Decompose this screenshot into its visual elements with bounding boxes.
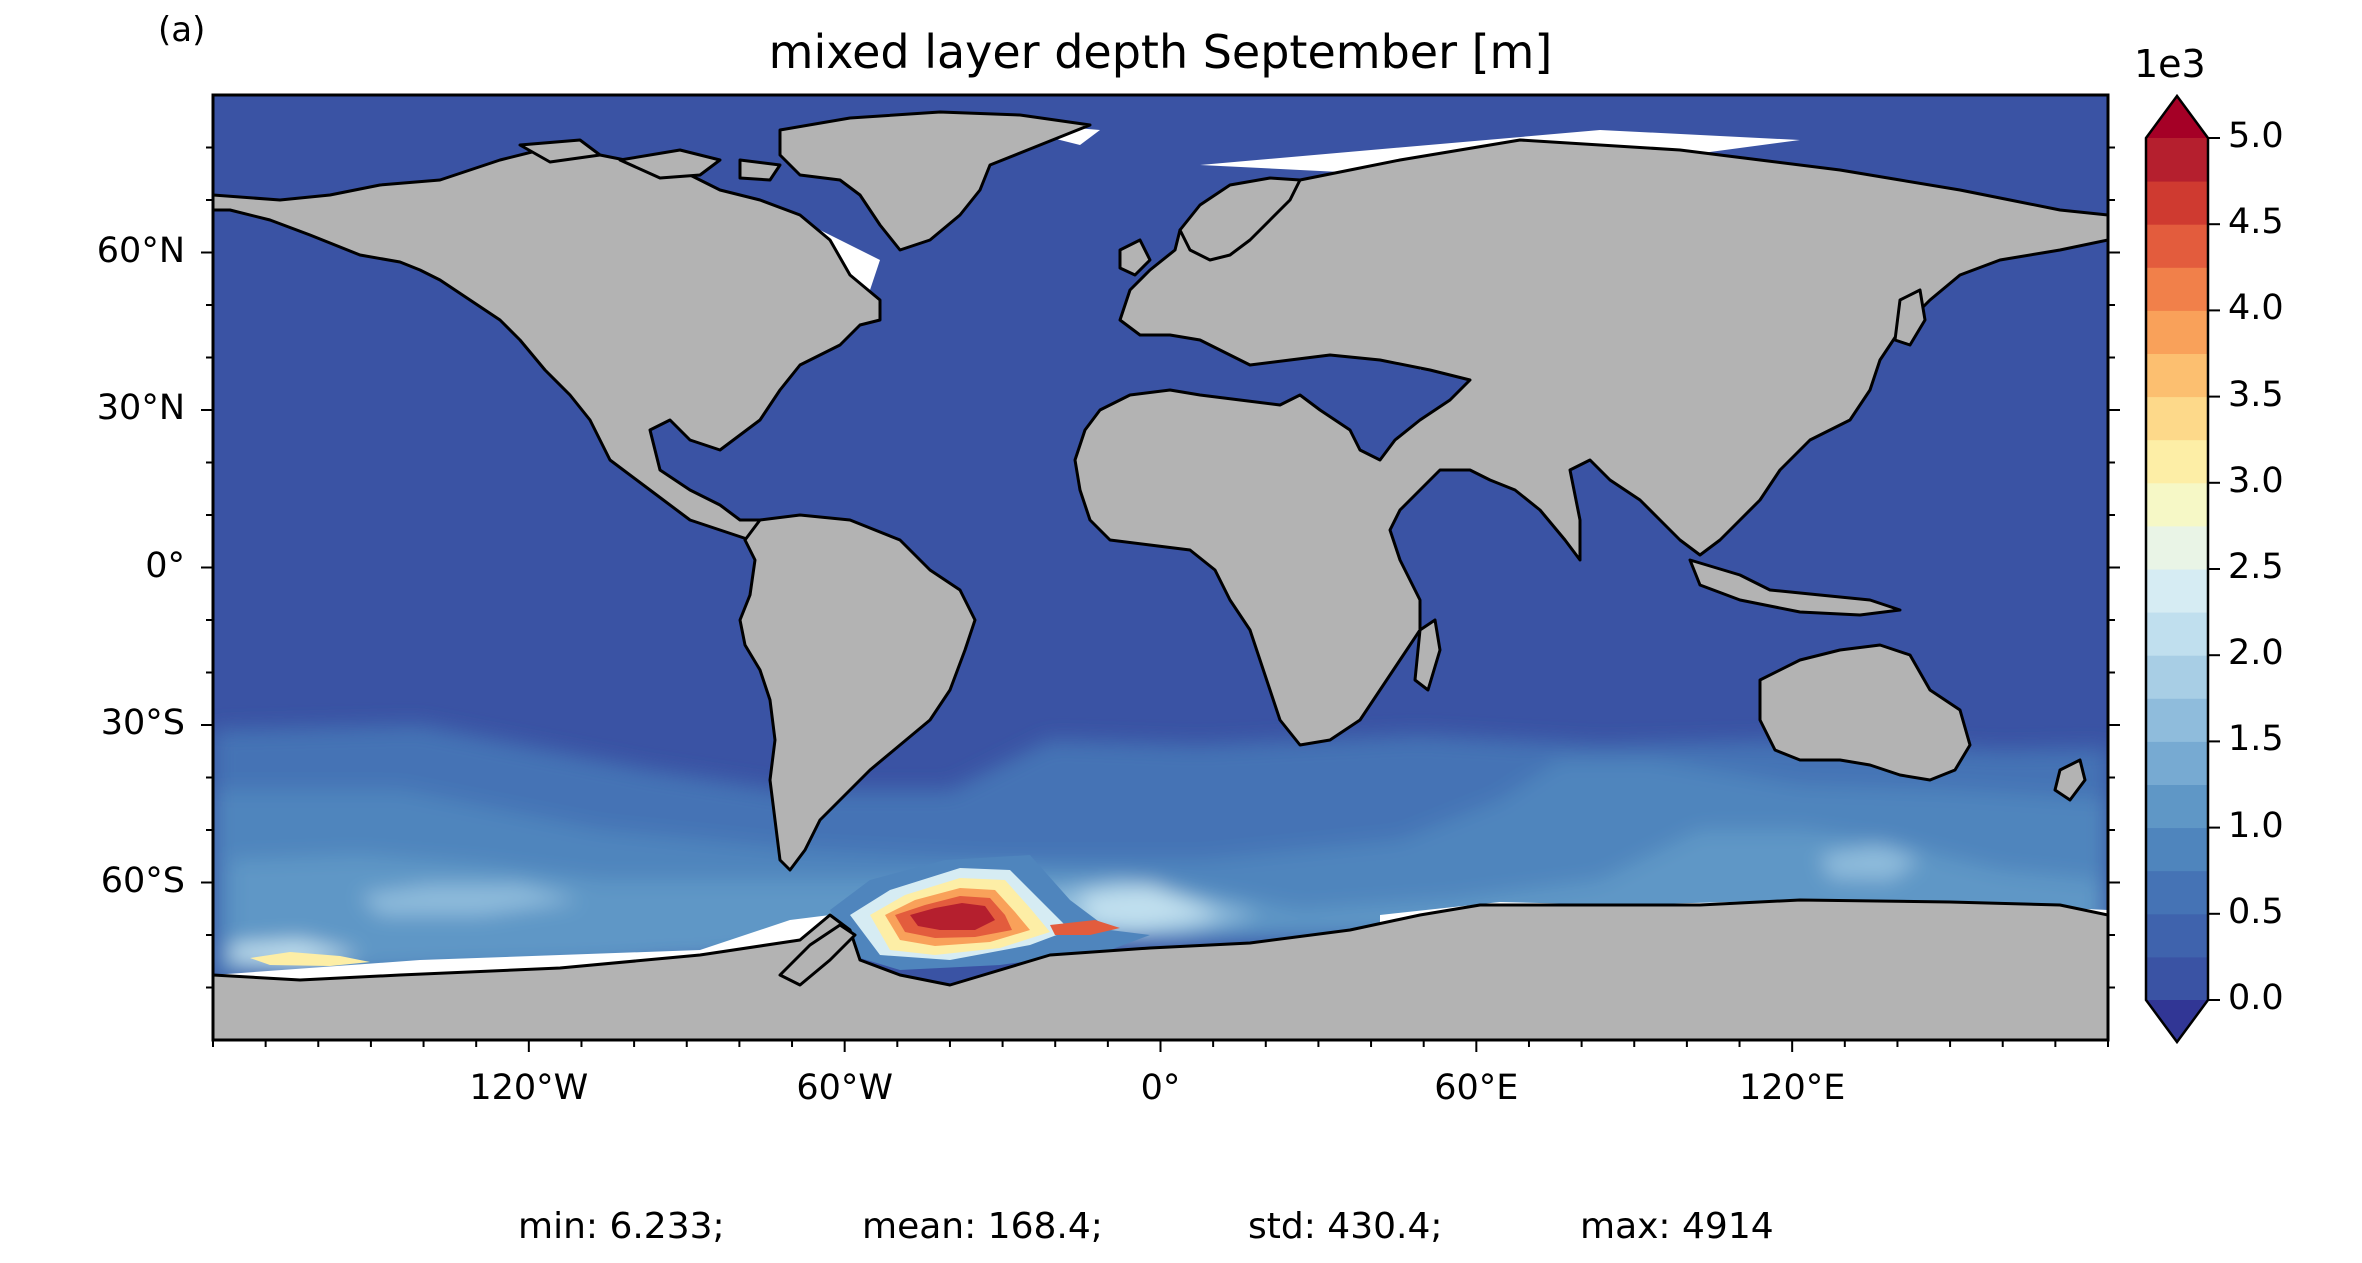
stat-min: min: 6.233; — [518, 1206, 725, 1247]
y-tick-label: 60°N — [96, 230, 185, 271]
australia — [1758, 643, 1972, 782]
colorbar-tick-label: 2.5 — [2228, 547, 2284, 587]
colorbar-segment — [2146, 310, 2208, 354]
colorbar-segment — [2146, 439, 2208, 484]
colorbar-tick-label: 1.0 — [2228, 805, 2284, 846]
stat-max: max: 4914 — [1580, 1206, 1774, 1247]
colorbar-extend-min — [2146, 1000, 2208, 1042]
x-tick-label: 0° — [1140, 1068, 1181, 1108]
colorbar-exponent: 1e3 — [2134, 42, 2206, 86]
map-title: mixed layer depth September [m] — [768, 25, 1553, 79]
colorbar-tick-label: 0.5 — [2228, 891, 2284, 932]
colorbar-segment — [2146, 827, 2208, 872]
stat-std: std: 430.4; — [1248, 1206, 1443, 1247]
y-tick-label: 60°S — [100, 860, 185, 901]
map-ticks — [201, 146, 2120, 1052]
arctic-islands — [518, 138, 782, 182]
colorbar-segment — [2146, 224, 2208, 268]
colorbar-segment — [2146, 353, 2208, 398]
x-tick-label: 120°W — [469, 1068, 589, 1108]
colorbar-segment — [2146, 181, 2208, 225]
map-area — [213, 95, 2108, 1040]
y-tick-label: 30°S — [100, 703, 185, 743]
japan — [1893, 288, 1927, 347]
land-masses — [213, 110, 2108, 1040]
colorbar-tick-label: 1.5 — [2228, 719, 2284, 760]
colorbar-tick-label: 2.0 — [2228, 633, 2284, 674]
madagascar — [1413, 618, 1442, 692]
y-tick-label: 0° — [145, 545, 185, 586]
colorbar-segment — [2146, 870, 2208, 915]
new-zealand — [2053, 758, 2087, 802]
ross-sea-patch — [250, 952, 370, 966]
panel-label: (a) — [158, 10, 206, 50]
colorbar-segment — [2146, 741, 2208, 785]
colorbar-segment — [2146, 655, 2208, 699]
british-isles — [1118, 238, 1152, 277]
x-tick-label: 60°W — [796, 1068, 893, 1108]
eurasia-africa — [1073, 138, 2108, 747]
indonesia — [1688, 558, 1902, 617]
colorbar-segment — [2146, 482, 2208, 527]
colorbar-segment — [2146, 569, 2208, 613]
colorbar-segment — [2146, 138, 2208, 182]
mld-band-1200 — [1080, 885, 1220, 930]
colorbar — [2144, 93, 2220, 1045]
colorbar-segment — [2146, 396, 2208, 441]
stat-mean: mean: 168.4; — [862, 1206, 1103, 1247]
colorbar-extend-max — [2146, 96, 2208, 138]
colorbar-segment — [2146, 698, 2208, 742]
x-tick-label: 120°E — [1738, 1068, 1846, 1108]
mld-band-800b — [1820, 845, 1920, 880]
colorbar-tick-label: 0.0 — [2228, 978, 2284, 1018]
x-tick-label: 60°E — [1434, 1068, 1519, 1108]
mld-band-800 — [360, 885, 580, 915]
scandinavia — [1178, 176, 1302, 262]
colorbar-segment — [2146, 913, 2208, 958]
colorbar-tick-label: 3.0 — [2228, 460, 2284, 501]
colorbar-tick-label: 3.5 — [2228, 374, 2284, 415]
colorbar-tick-label: 4.5 — [2228, 202, 2284, 243]
south-america — [738, 513, 977, 872]
colorbar-tick-label: 5.0 — [2228, 116, 2284, 156]
antarctica — [213, 898, 2108, 1040]
colorbar-segment — [2146, 267, 2208, 311]
colorbar-segment — [2146, 612, 2208, 656]
weddell-tongue — [1050, 920, 1120, 935]
greenland — [778, 110, 1092, 252]
colorbar-segment — [2146, 525, 2208, 570]
colorbar-segment — [2146, 956, 2208, 1001]
colorbar-segment — [2146, 784, 2208, 829]
colorbar-tick-label: 4.0 — [2228, 288, 2284, 329]
y-tick-label: 30°N — [96, 388, 185, 428]
weddell-level-6 — [910, 903, 995, 930]
antarctic-peninsula — [778, 923, 857, 987]
